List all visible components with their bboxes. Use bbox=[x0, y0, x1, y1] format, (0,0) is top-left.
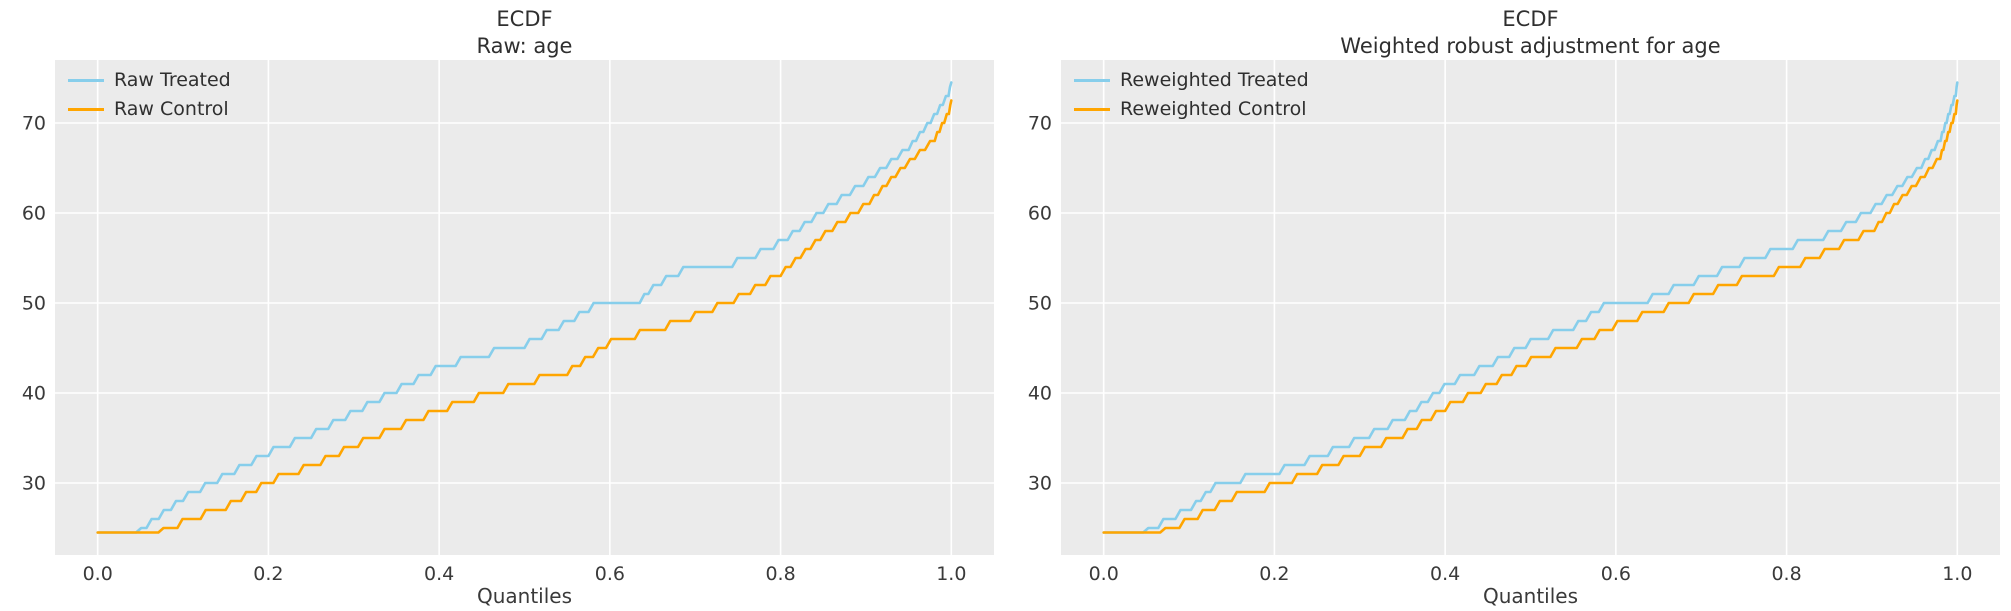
plot-area-raw: 0.0 0.2 0.4 0.6 0.8 1.0 30 40 50 60 70 bbox=[22, 60, 994, 585]
legend-line-raw-treated-icon bbox=[68, 78, 104, 82]
ecdf-panel-weighted: 0.0 0.2 0.4 0.6 0.8 1.0 30 40 50 60 70 ECDF Weight… bbox=[1006, 0, 2011, 611]
y-tick-label: 70 bbox=[22, 113, 46, 135]
legend-label-raw-control: Raw Control bbox=[114, 98, 229, 120]
x-axis-label-raw: Quantiles bbox=[476, 584, 573, 608]
legend-item-reweighted-control: Reweighted Control bbox=[1074, 98, 1309, 120]
y-tick-label: 60 bbox=[22, 203, 46, 225]
legend-weighted: Reweighted Treated Reweighted Control bbox=[1074, 69, 1309, 120]
x-tick-label: 0.4 bbox=[1430, 563, 1460, 585]
plot-area-weighted: 0.0 0.2 0.4 0.6 0.8 1.0 30 40 50 60 70 bbox=[1028, 60, 2000, 585]
series-line-1 bbox=[96, 99, 953, 534]
x-tick-label: 0.0 bbox=[1089, 563, 1119, 585]
legend-item-reweighted-treated: Reweighted Treated bbox=[1074, 69, 1309, 91]
ecdf-panel-raw: 0.0 0.2 0.4 0.6 0.8 1.0 30 40 50 60 70 ECDF Raw: a… bbox=[0, 0, 1005, 611]
y-tick-label: 40 bbox=[22, 383, 46, 405]
series-line-1 bbox=[1102, 99, 1959, 534]
x-tick-label: 0.0 bbox=[83, 563, 113, 585]
legend-line-raw-control-icon bbox=[68, 107, 104, 111]
chart-title-line2: Raw: age bbox=[476, 34, 573, 59]
chart-title-line1: ECDF bbox=[1502, 7, 1559, 31]
y-tick-label: 40 bbox=[1028, 383, 1052, 405]
legend-item-raw-control: Raw Control bbox=[68, 98, 231, 120]
legend-raw: Raw Treated Raw Control bbox=[68, 69, 231, 120]
y-tick-label: 50 bbox=[22, 293, 46, 315]
legend-line-reweighted-control-icon bbox=[1074, 107, 1110, 111]
legend-label-reweighted-control: Reweighted Control bbox=[1120, 98, 1307, 120]
plot-background bbox=[55, 60, 994, 555]
x-tick-label: 0.6 bbox=[595, 563, 625, 585]
legend-label-reweighted-treated: Reweighted Treated bbox=[1120, 69, 1309, 91]
x-tick-label: 0.6 bbox=[1601, 563, 1631, 585]
chart-title-raw: ECDF Raw: age bbox=[55, 6, 994, 61]
series-line-0 bbox=[96, 81, 953, 534]
x-tick-label: 0.8 bbox=[1771, 563, 1801, 585]
series-line-0 bbox=[1102, 81, 1959, 534]
plot-background bbox=[1061, 60, 2000, 555]
chart-title-line1: ECDF bbox=[496, 7, 553, 31]
legend-line-reweighted-treated-icon bbox=[1074, 78, 1110, 82]
chart-title-line2: Weighted robust adjustment for age bbox=[1340, 34, 1721, 59]
x-tick-label: 0.8 bbox=[765, 563, 795, 585]
x-tick-label: 0.2 bbox=[253, 563, 283, 585]
y-tick-label: 30 bbox=[22, 473, 46, 495]
y-tick-label: 70 bbox=[1028, 113, 1052, 135]
x-tick-label: 0.2 bbox=[1259, 563, 1289, 585]
y-tick-label: 50 bbox=[1028, 293, 1052, 315]
legend-item-raw-treated: Raw Treated bbox=[68, 69, 231, 91]
x-tick-label: 0.4 bbox=[424, 563, 454, 585]
x-tick-label: 1.0 bbox=[936, 563, 966, 585]
x-axis-label-weighted: Quantiles bbox=[1482, 584, 1579, 608]
x-tick-label: 1.0 bbox=[1942, 563, 1972, 585]
chart-title-weighted: ECDF Weighted robust adjustment for age bbox=[1061, 6, 2000, 61]
y-tick-label: 30 bbox=[1028, 473, 1052, 495]
y-tick-label: 60 bbox=[1028, 203, 1052, 225]
legend-label-raw-treated: Raw Treated bbox=[114, 69, 231, 91]
